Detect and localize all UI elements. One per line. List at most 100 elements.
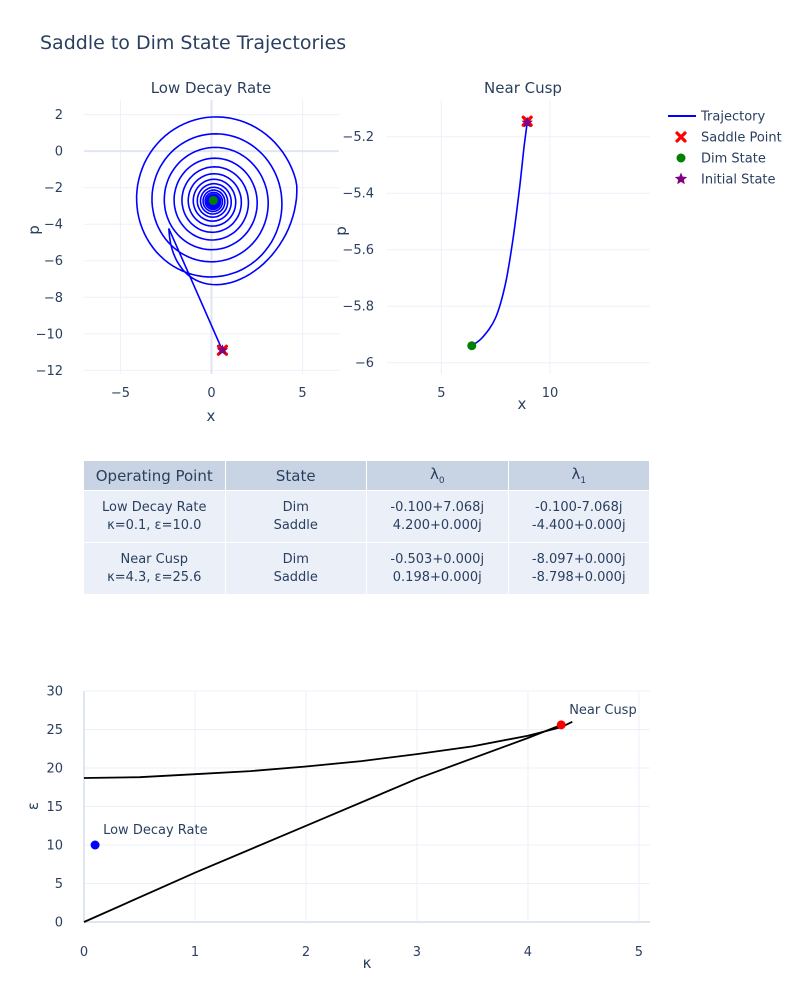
table-cell-lambda-1: -8.097+0.000j -8.798+0.000j	[508, 543, 650, 595]
x-tick-label: 2	[302, 945, 310, 960]
legend-x-swatch-stroke	[675, 131, 687, 143]
bifurcation-curve-2	[83, 724, 562, 923]
plot-low-decay-rate-grid	[84, 100, 339, 374]
x-tick-label: 1	[191, 945, 199, 960]
table-row: Near Cusp κ=4.3, ε=25.6 Dim Saddle -0.50…	[84, 543, 650, 595]
y-tick-label: 15	[46, 800, 63, 815]
cell-line: 0.198+0.000j	[392, 569, 482, 585]
table-cell-state: Dim Saddle	[225, 491, 367, 543]
cell-line: κ=0.1, ε=10.0	[107, 517, 202, 533]
plot-low-decay-rate-xlabel: x	[207, 407, 216, 425]
cell-line: Dim	[282, 499, 309, 515]
table-cell-state: Dim Saddle	[225, 543, 367, 595]
cell-line: κ=4.3, ε=25.6	[107, 569, 202, 585]
x-tick-label: 5	[437, 386, 445, 401]
cell-line: Near Cusp	[120, 551, 188, 567]
cell-line: -8.097+0.000j	[531, 551, 626, 567]
y-tick-label: −8	[44, 291, 63, 306]
legend-label: Saddle Point	[701, 131, 782, 146]
plot-bifurcation-marks: Low Decay Rate Near Cusp	[83, 703, 637, 923]
cell-line: -0.100-7.068j	[535, 499, 623, 515]
cell-line: 4.200+0.000j	[392, 517, 482, 533]
y-tick-label: −12	[36, 364, 63, 379]
y-tick-label: 20	[46, 762, 63, 777]
cell-line: -0.503+0.000j	[390, 551, 485, 567]
y-tick-label: 0	[55, 145, 63, 160]
plot-low-decay-rate-ticks: −5 0 5 2 0 −2 −4 −6 −8 −10 −12	[36, 108, 307, 401]
y-tick-label: 30	[46, 685, 63, 700]
legend-item: Initial State	[674, 172, 776, 188]
legend-star-swatch	[674, 172, 688, 185]
plot-near-cusp-ticks: 5 10 −5.2 −5.4 −5.6 −5.8 −6	[342, 130, 558, 401]
table-cell-lambda-0: -0.503+0.000j 0.198+0.000j	[367, 543, 509, 595]
x-tick-label: −5	[111, 386, 130, 401]
x-tick-label: 0	[207, 386, 215, 401]
legend-item: Trajectory	[668, 110, 765, 125]
column-header-state: State	[225, 461, 367, 491]
plot-bifurcation-xlabel: κ	[363, 954, 372, 972]
y-tick-label: 10	[46, 839, 63, 854]
cell-line: -8.798+0.000j	[531, 569, 626, 585]
x-tick-label: 5	[635, 945, 643, 960]
plot-near-cusp-marks	[467, 115, 533, 351]
column-header-operating-point: Operating Point	[84, 461, 226, 491]
table-cell-operating-point: Low Decay Rate κ=0.1, ε=10.0	[84, 491, 226, 543]
operating-point-label: Low Decay Rate	[103, 823, 208, 838]
operating-point-label: Near Cusp	[569, 703, 637, 718]
page-title: Saddle to Dim State Trajectories	[40, 32, 346, 54]
legend-circle-swatch	[676, 153, 686, 163]
plot-near-cusp-xlabel: x	[518, 395, 527, 413]
y-tick-label: 2	[55, 108, 63, 123]
cell-line: -4.400+0.000j	[531, 517, 626, 533]
plot-near-cusp-ylabel: p	[332, 226, 350, 236]
plot-bifurcation-ylabel: ε	[24, 802, 42, 810]
legend-item: Saddle Point	[675, 131, 782, 146]
y-tick-label: −5.2	[342, 130, 374, 145]
y-tick-label: −6	[355, 356, 374, 371]
plot-low-decay-rate-marks	[135, 116, 298, 356]
table-cell-lambda-1: -0.100-7.068j -4.400+0.000j	[508, 491, 650, 543]
legend-x-swatch	[675, 131, 687, 143]
plot-near-cusp: Near Cusp 5 10 −5.2 −5.4 −5.6 −5.8 −6 x p	[332, 79, 650, 413]
y-tick-label: −5.6	[342, 243, 374, 258]
legend-item: Dim State	[676, 152, 766, 167]
plot-near-cusp-grid	[387, 100, 650, 374]
cell-line: Dim	[282, 551, 309, 567]
table-header-row: Operating Point State λ0 λ1	[84, 461, 650, 491]
column-header-lambda-1: λ1	[508, 461, 650, 491]
plot-low-decay-rate: Low Decay Rate −5 0 5 2 0 −2 −4 −6 −8 −10 −12 x p	[25, 79, 339, 425]
x-tick-label: 0	[80, 945, 88, 960]
cell-line: Low Decay Rate	[102, 499, 207, 515]
table-row: Low Decay Rate κ=0.1, ε=10.0 Dim Saddle …	[84, 491, 650, 543]
y-tick-label: 25	[46, 723, 63, 738]
column-header-lambda-0: λ0	[367, 461, 509, 491]
table-cell-operating-point: Near Cusp κ=4.3, ε=25.6	[84, 543, 226, 595]
operating-point-marker	[556, 720, 566, 730]
operating-point-marker	[90, 840, 100, 850]
y-tick-label: −5.4	[342, 187, 374, 202]
y-tick-label: −5.8	[342, 300, 374, 315]
y-tick-label: 0	[55, 916, 63, 931]
legend: Trajectory Saddle Point Dim State Initial S…	[668, 110, 782, 188]
cell-line: -0.100+7.068j	[390, 499, 485, 515]
plot-near-cusp-title: Near Cusp	[484, 79, 562, 97]
cell-line: Saddle	[273, 569, 318, 585]
cell-line: Saddle	[273, 517, 318, 533]
plot-bifurcation-ticks: 0 1 2 3 4 5 0 5 10 15 20 25 30	[46, 685, 643, 961]
y-tick-label: −2	[44, 181, 63, 196]
legend-label: Initial State	[701, 173, 776, 188]
x-tick-label: 3	[413, 945, 421, 960]
table-cell-lambda-0: -0.100+7.068j 4.200+0.000j	[367, 491, 509, 543]
initial-state-marker	[521, 116, 533, 128]
plot-low-decay-rate-ylabel: p	[25, 225, 43, 235]
bifurcation-curve-1	[83, 720, 573, 779]
dim-state-marker	[208, 195, 218, 205]
initial-state-marker	[216, 344, 229, 356]
x-tick-label: 10	[542, 386, 559, 401]
y-tick-label: −6	[44, 254, 63, 269]
legend-label: Dim State	[701, 152, 766, 167]
plot-low-decay-rate-title: Low Decay Rate	[151, 79, 272, 97]
eigenvalue-table: Operating Point State λ0 λ1 Low Decay Ra…	[84, 461, 650, 595]
plot-bifurcation: 0 1 2 3 4 5 0 5 10 15 20 25 30 Low Decay Rate Near Cu…	[24, 685, 650, 972]
